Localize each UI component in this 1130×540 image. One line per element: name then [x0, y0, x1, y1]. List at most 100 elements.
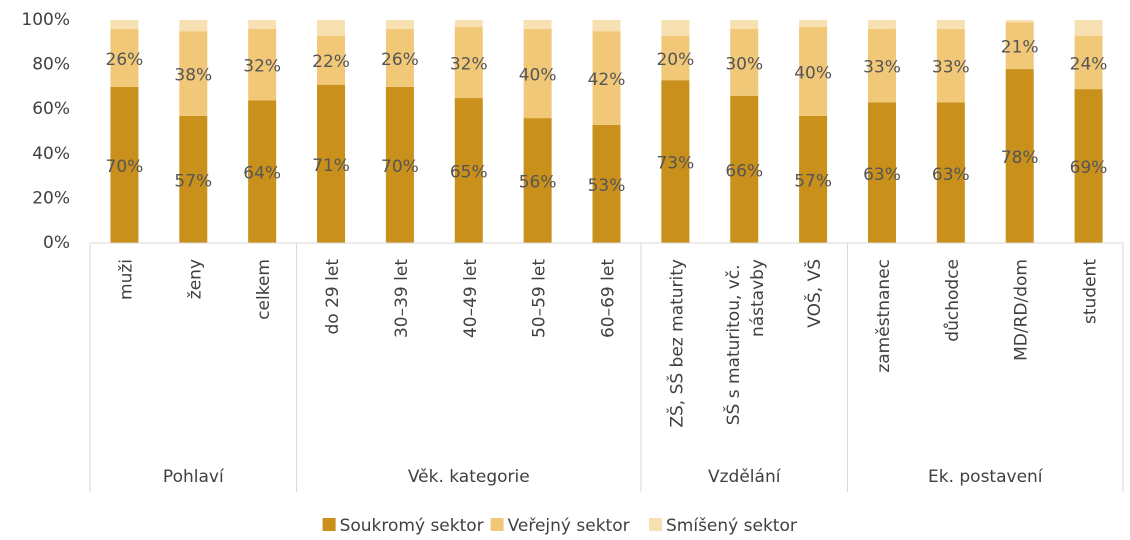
x-tick-label-line: SŠ s maturitou, vč. [722, 259, 744, 425]
x-tick-label: důchodce [943, 259, 963, 342]
x-tick-label: MD/RD/dom [1012, 259, 1032, 361]
bar-segment [523, 28, 552, 119]
data-label: 26% [106, 50, 144, 70]
bar-segment [110, 86, 139, 244]
bar-segment [730, 28, 759, 96]
bar-segment [110, 28, 139, 87]
bar-segment [867, 102, 896, 243]
group-label: Ek. postavení [928, 467, 1044, 487]
bar-segment [592, 20, 621, 32]
data-label: 20% [656, 50, 694, 70]
bar-segment [936, 28, 965, 103]
bar-segment [523, 118, 552, 243]
bar-segment [248, 28, 277, 101]
data-label: 66% [725, 161, 763, 181]
x-tick-label: do 29 let [323, 259, 343, 335]
data-label: 24% [1070, 54, 1108, 74]
bar-segment [661, 35, 690, 81]
bar-segment [1074, 20, 1103, 36]
data-label: 32% [243, 57, 281, 77]
y-tick-label: 0% [43, 233, 70, 253]
bar-segment [1005, 22, 1034, 70]
bar-segment [661, 20, 690, 36]
y-tick-label: 80% [32, 55, 70, 75]
bar-segment [1074, 89, 1103, 243]
data-label: 38% [174, 66, 212, 86]
data-label: 42% [588, 70, 626, 90]
bar-segment [867, 20, 896, 29]
bar-segment [592, 124, 621, 243]
x-tick-label: 50–59 let [530, 259, 550, 338]
data-label: 21% [1001, 38, 1039, 58]
data-label: 32% [450, 54, 488, 74]
bar-segment [454, 26, 483, 99]
bar-segment [248, 20, 277, 29]
data-label: 69% [1070, 158, 1108, 178]
legend-label: Soukromý sektor [340, 516, 484, 536]
bar-segment [661, 80, 690, 244]
bar-segment [936, 20, 965, 29]
data-label: 22% [312, 52, 350, 72]
group-label: Pohlaví [163, 467, 225, 487]
group-label: Vzdělání [708, 467, 782, 487]
bar-segment [1005, 69, 1034, 243]
data-label: 30% [725, 54, 763, 74]
x-tick-label: ženy [185, 259, 205, 299]
bar-segment [799, 115, 828, 243]
group-label: Věk. kategorie [408, 467, 530, 487]
data-label: 33% [932, 58, 970, 78]
x-tick-label: zaměstnanec [874, 259, 894, 373]
x-tick-label: celkem [254, 259, 274, 320]
bar-segment [179, 31, 208, 116]
bar-segment [385, 28, 414, 87]
data-label: 56% [519, 173, 557, 193]
bar-segment [523, 20, 552, 29]
data-label: 53% [588, 176, 626, 196]
data-label: 63% [863, 165, 901, 185]
bar-segment [454, 98, 483, 243]
bar-segment [385, 86, 414, 244]
data-label: 40% [794, 63, 832, 83]
legend-label: Smíšený sektor [666, 516, 797, 536]
bar-segment [317, 84, 346, 243]
bar-segment [248, 100, 277, 243]
legend-label: Veřejný sektor [508, 516, 630, 536]
x-tick-label: ZŠ, SŠ bez maturity [665, 259, 687, 428]
data-label: 33% [863, 58, 901, 78]
data-label: 65% [450, 163, 488, 183]
data-label: 73% [656, 154, 694, 174]
bar-segment [317, 20, 346, 36]
data-label: 71% [312, 156, 350, 176]
x-tick-label: 40–49 let [461, 259, 481, 338]
data-label: 40% [519, 66, 557, 86]
bar-segment [799, 20, 828, 27]
y-tick-label: 60% [32, 99, 70, 119]
bar-segment [110, 20, 139, 29]
x-tick-label: SŠ s maturitou, vč. nástavby [722, 259, 768, 425]
y-tick-label: 20% [32, 188, 70, 208]
bar-segment [592, 31, 621, 125]
bar-segment [1005, 20, 1034, 23]
legend-swatch [490, 518, 504, 531]
data-label: 26% [381, 50, 419, 70]
bar-segment [385, 20, 414, 29]
data-label: 70% [106, 157, 144, 177]
x-tick-label: 30–39 let [392, 259, 412, 338]
legend-swatch [322, 518, 336, 531]
bar-segment [730, 20, 759, 29]
bar-segment [730, 95, 759, 243]
bar-segment [454, 20, 483, 27]
bar-segment [179, 20, 208, 32]
data-label: 70% [381, 157, 419, 177]
legend-swatch [649, 518, 662, 531]
x-tick-label: student [1081, 259, 1101, 324]
data-label: 63% [932, 165, 970, 185]
y-tick-label: 100% [21, 10, 70, 30]
bar-segment [317, 35, 346, 85]
bar-segment [1074, 35, 1103, 90]
y-tick-label: 40% [32, 144, 70, 164]
bar-segment [179, 115, 208, 243]
bar-segment [867, 28, 896, 103]
x-tick-label: VOŠ, VŠ [803, 259, 825, 328]
